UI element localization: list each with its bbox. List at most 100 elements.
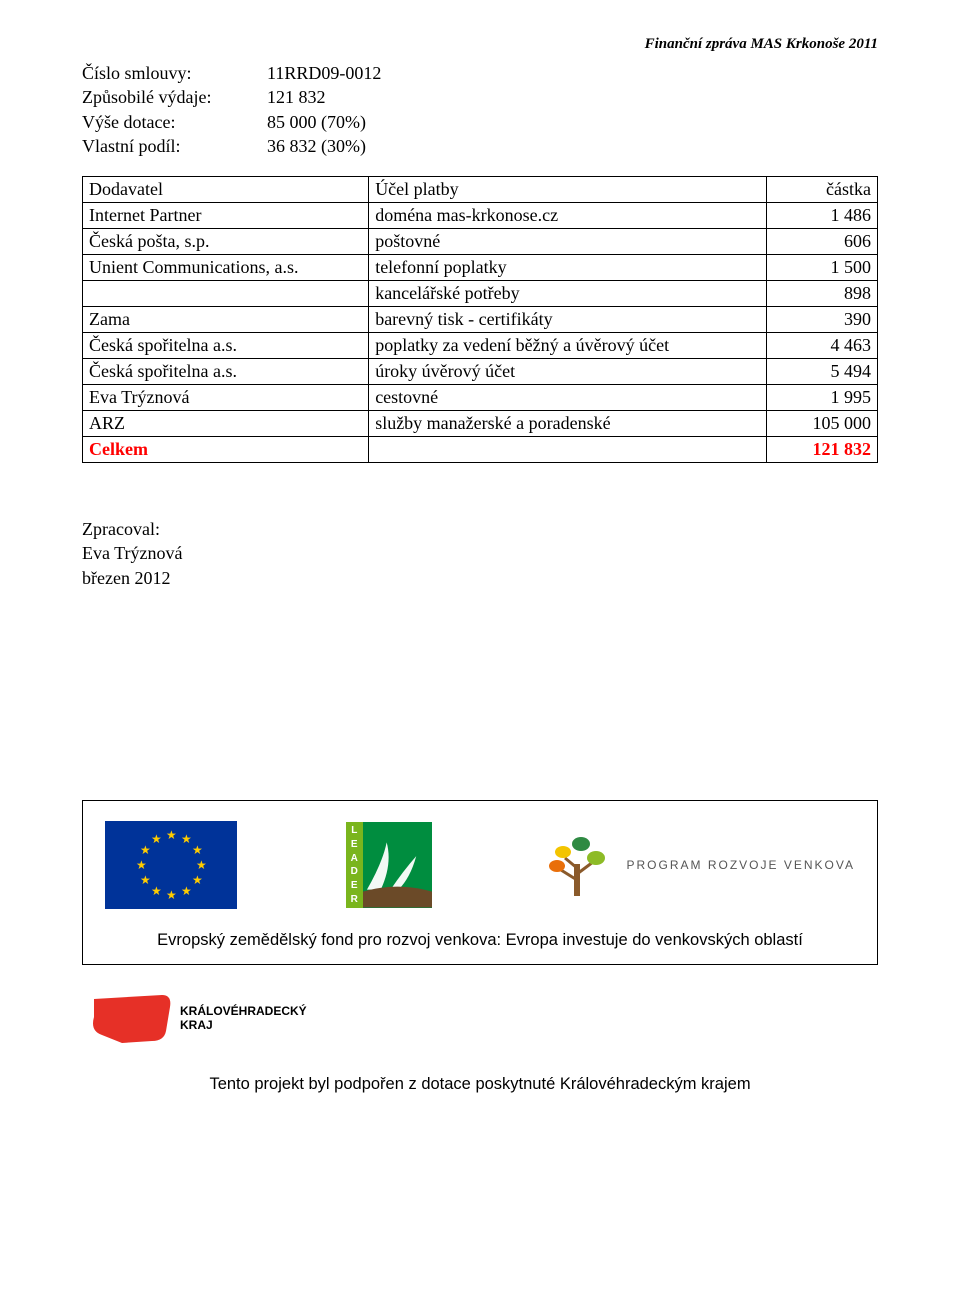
cell-supplier: Internet Partner (83, 203, 369, 229)
author-label: Zpracoval: (82, 517, 878, 541)
cell-amount: 390 (766, 307, 877, 333)
table-row: Internet Partnerdoména mas-krkonose.cz1 … (83, 203, 878, 229)
cell-amount: 606 (766, 229, 877, 255)
eu-star-icon: ★ (181, 886, 191, 896)
kraj-text-l2: KRAJ (180, 1019, 307, 1033)
table-row: Eva Trýznovácestovné1 995 (83, 385, 878, 411)
kv-row-grant: Výše dotace: 85 000 (70%) (82, 110, 878, 134)
table-row: kancelářské potřeby898 (83, 281, 878, 307)
cell-amount: 1 500 (766, 255, 877, 281)
cell-amount: 898 (766, 281, 877, 307)
eu-star-icon: ★ (151, 834, 161, 844)
leader-letter: E (351, 839, 358, 850)
cell-purpose: kancelářské potřeby (369, 281, 767, 307)
cell-amount: 1 995 (766, 385, 877, 411)
table-row: Česká spořitelna a.s.poplatky za vedení … (83, 333, 878, 359)
cell-supplier: Česká pošta, s.p. (83, 229, 369, 255)
cell-purpose: cestovné (369, 385, 767, 411)
eu-star-icon: ★ (166, 890, 176, 900)
cell-purpose: barevný tisk - certifikáty (369, 307, 767, 333)
leader-letter: A (351, 853, 358, 864)
leader-main-panel (363, 822, 432, 908)
cell-purpose: doména mas-krkonose.cz (369, 203, 767, 229)
cell-amount: 1 486 (766, 203, 877, 229)
cell-purpose: poplatky za vedení běžný a úvěrový účet (369, 333, 767, 359)
prv-tree-icon (541, 830, 613, 900)
cell-purpose: služby manažerské a poradenské (369, 411, 767, 437)
eu-star-icon: ★ (192, 875, 202, 885)
prv-line: PROGRAM ROZVOJE VENKOVA (627, 858, 855, 872)
eu-star-icon: ★ (136, 860, 146, 870)
author-date: březen 2012 (82, 566, 878, 590)
page: Finanční zpráva MAS Krkonoše 2011 Číslo … (0, 0, 960, 1301)
eu-funding-box: ★★★★★★★★★★★★ LEADER (82, 800, 878, 965)
cell-supplier: Eva Trýznová (83, 385, 369, 411)
cell-amount: 5 494 (766, 359, 877, 385)
payments-table: Dodavatel Účel platby částka Internet Pa… (82, 176, 878, 463)
prv-logo: PROGRAM ROZVOJE VENKOVA (541, 830, 855, 900)
kraj-logo: KRÁLOVÉHRADECKÝ KRAJ (82, 991, 878, 1047)
kraj-shape-icon (88, 991, 174, 1047)
leader-graphic-icon (363, 822, 432, 908)
leader-side-letters: LEADER (346, 822, 363, 908)
cell-purpose: úroky úvěrový účet (369, 359, 767, 385)
eu-star-icon: ★ (192, 845, 202, 855)
kv-row-own: Vlastní podíl: 36 832 (30%) (82, 134, 878, 158)
table-row: Unient Communications, a.s.telefonní pop… (83, 255, 878, 281)
eu-star-icon: ★ (181, 834, 191, 844)
kraj-block: KRÁLOVÉHRADECKÝ KRAJ Tento projekt byl p… (82, 991, 878, 1094)
table-row: Zamabarevný tisk - certifikáty390 (83, 307, 878, 333)
eu-star-icon: ★ (196, 860, 206, 870)
header-report-title: Finanční zpráva MAS Krkonoše 2011 (82, 36, 878, 53)
kv-row-contract-no: Číslo smlouvy: 11RRD09-0012 (82, 61, 878, 85)
author-block: Zpracoval: Eva Trýznová březen 2012 (82, 517, 878, 590)
cell-amount: 4 463 (766, 333, 877, 359)
leader-letter: E (351, 880, 358, 891)
cell-amount: 105 000 (766, 411, 877, 437)
col-supplier: Dodavatel (83, 177, 369, 203)
kv-value: 36 832 (30%) (267, 134, 366, 158)
cell-supplier (83, 281, 369, 307)
leader-logo-icon: LEADER (346, 822, 432, 908)
kv-value: 85 000 (70%) (267, 110, 366, 134)
author-name: Eva Trýznová (82, 541, 878, 565)
kraj-caption: Tento projekt byl podpořen z dotace posk… (82, 1075, 878, 1094)
eu-star-icon: ★ (151, 886, 161, 896)
total-label: Celkem (83, 437, 369, 463)
table-row: Česká spořitelna a.s.úroky úvěrový účet5… (83, 359, 878, 385)
kv-value: 11RRD09-0012 (267, 61, 381, 85)
table-row: Česká pošta, s.p.poštovné606 (83, 229, 878, 255)
eu-funding-caption: Evropský zemědělský fond pro rozvoj venk… (105, 931, 855, 950)
cell-supplier: Zama (83, 307, 369, 333)
leader-letter: D (351, 866, 358, 877)
kraj-text: KRÁLOVÉHRADECKÝ KRAJ (180, 1005, 307, 1033)
table-row: ARZslužby manažerské a poradenské105 000 (83, 411, 878, 437)
prv-text: PROGRAM ROZVOJE VENKOVA (627, 858, 855, 872)
table-body: Internet Partnerdoména mas-krkonose.cz1 … (83, 203, 878, 437)
kv-row-eligible: Způsobilé výdaje: 121 832 (82, 85, 878, 109)
kraj-text-l1: KRÁLOVÉHRADECKÝ (180, 1005, 307, 1019)
logo-row: ★★★★★★★★★★★★ LEADER (105, 821, 855, 909)
table-total-row: Celkem 121 832 (83, 437, 878, 463)
cell-supplier: Česká spořitelna a.s. (83, 359, 369, 385)
kv-value: 121 832 (267, 85, 326, 109)
cell-purpose: telefonní poplatky (369, 255, 767, 281)
kv-label: Způsobilé výdaje: (82, 85, 267, 109)
contract-summary: Číslo smlouvy: 11RRD09-0012 Způsobilé vý… (82, 61, 878, 158)
cell-purpose: poštovné (369, 229, 767, 255)
cell-supplier: Česká spořitelna a.s. (83, 333, 369, 359)
total-value: 121 832 (766, 437, 877, 463)
total-empty (369, 437, 767, 463)
leader-letter: R (351, 894, 358, 905)
kv-label: Vlastní podíl: (82, 134, 267, 158)
col-amount: částka (766, 177, 877, 203)
kv-label: Číslo smlouvy: (82, 61, 267, 85)
col-purpose: Účel platby (369, 177, 767, 203)
cell-supplier: Unient Communications, a.s. (83, 255, 369, 281)
eu-star-icon: ★ (166, 830, 176, 840)
eu-star-icon: ★ (140, 845, 150, 855)
cell-supplier: ARZ (83, 411, 369, 437)
table-header-row: Dodavatel Účel platby částka (83, 177, 878, 203)
kv-label: Výše dotace: (82, 110, 267, 134)
leader-letter: L (351, 825, 357, 836)
